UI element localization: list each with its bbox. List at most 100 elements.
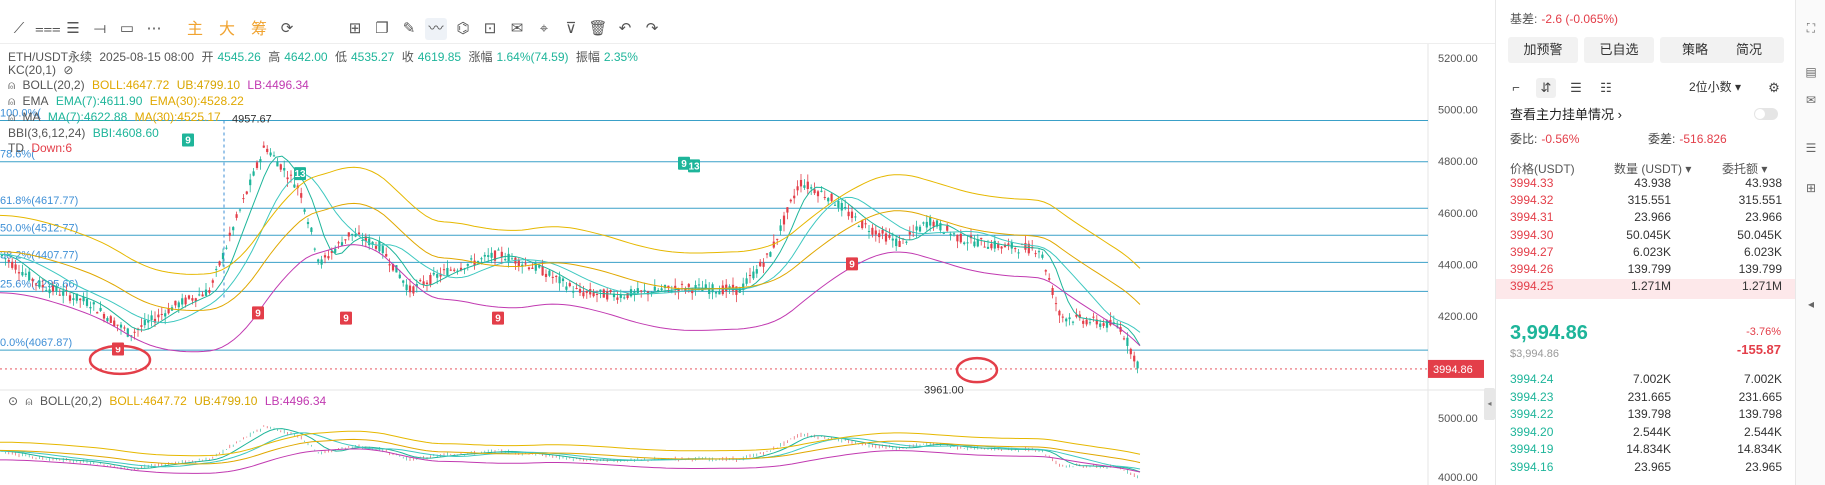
fib-label: 61.8%(4617.77) xyxy=(0,195,78,207)
bid-total: 7.002K xyxy=(1743,372,1782,386)
add-alert-button[interactable]: 加预警 xyxy=(1508,37,1578,63)
candle-body xyxy=(347,232,350,237)
brush-icon[interactable]: 〰 xyxy=(425,18,447,40)
sub-bell-icon[interactable]: ⍝ xyxy=(25,394,33,408)
col-total-header[interactable]: 委托额 ▾ xyxy=(1722,160,1767,177)
bid-row[interactable]: 3994.20 2.544K 2.544K xyxy=(1496,425,1796,445)
decimals-dropdown[interactable]: 2位小数 ▾ xyxy=(1689,78,1741,95)
eye-hidden-icon[interactable]: ⊘ xyxy=(63,63,74,77)
candle-body xyxy=(4,258,7,260)
candle-body xyxy=(215,268,218,270)
lock-icon[interactable]: ⊡ xyxy=(483,20,497,37)
bid-row[interactable]: 3994.24 7.002K 7.002K xyxy=(1496,372,1796,392)
measure-icon[interactable]: ⊞ xyxy=(348,20,362,37)
layout-icon[interactable]: ▤ xyxy=(1805,65,1817,79)
sub-boll-row[interactable]: ⊙ ⍝ BOLL(20,2) BOLL:4647.72 UB:4799.10 L… xyxy=(8,394,330,409)
expand-icon[interactable]: ◂ xyxy=(1807,297,1815,311)
trash-icon[interactable]: 🗑 xyxy=(588,20,608,37)
change-label: 涨幅 xyxy=(468,50,493,64)
candle-body xyxy=(704,284,707,290)
orderbook-bids-icon[interactable]: ☰ xyxy=(1570,80,1582,95)
boll-row[interactable]: ⍝ BOLL(20,2) BOLL:4647.72 UB:4799.10 LB:… xyxy=(8,78,313,93)
fullscreen-icon[interactable]: ⛶ xyxy=(1806,21,1816,35)
ask-row[interactable]: 3994.33 43.938 43.938 xyxy=(1496,176,1796,196)
candle-body xyxy=(565,286,568,290)
chart-area[interactable]: 100.0%(78.6%(61.8%(4617.77) 50.0%(4512.77… xyxy=(0,0,1495,485)
rectangle-icon[interactable]: ▭ xyxy=(119,20,135,37)
candle-body xyxy=(837,200,840,208)
candle-body xyxy=(1003,244,1007,248)
candle-body xyxy=(1099,323,1102,327)
candle-body xyxy=(813,189,816,194)
grid-icon[interactable]: ⊞ xyxy=(1805,181,1817,195)
indicator-tool-0[interactable]: 主 xyxy=(186,19,203,38)
note-icon[interactable]: ✉ xyxy=(510,20,524,37)
candlestick-chart[interactable]: 100.0%(78.6%(61.8%(4617.77) 50.0%(4512.77… xyxy=(0,0,1495,485)
indicator-tool-2[interactable]: 筹 xyxy=(250,19,267,38)
ask-total: 315.551 xyxy=(1738,193,1782,208)
candle-body xyxy=(769,252,772,257)
auto-chart-icon[interactable]: ⟳ xyxy=(280,20,294,37)
ask-row[interactable]: 3994.30 50.045K 50.045K xyxy=(1496,228,1796,248)
ask-row[interactable]: 3994.25 1.271M 1.271M xyxy=(1496,279,1796,300)
pencil-icon[interactable]: ✎ xyxy=(402,20,416,37)
candle-body xyxy=(85,298,89,306)
kc-row[interactable]: KC(20,1) ⊘ xyxy=(8,63,77,77)
list-icon[interactable]: ☰ xyxy=(1805,141,1817,155)
bid-row[interactable]: 3994.22 139.798 139.798 xyxy=(1496,407,1796,427)
basis-label: 基差: xyxy=(1510,12,1538,26)
magnet-icon[interactable]: ⌖ xyxy=(539,20,549,37)
candle-body xyxy=(96,312,99,314)
filter-icon[interactable]: ⊽ xyxy=(565,20,577,37)
bid-row[interactable]: 3994.19 14.834K 14.834K xyxy=(1496,442,1796,462)
candle-body xyxy=(932,221,935,227)
candle-body xyxy=(425,282,429,285)
pattern-icon[interactable]: ⌬ xyxy=(456,20,470,37)
col-price-header: 价格(USDT) xyxy=(1510,162,1575,176)
orderbook-mode-icon[interactable]: ⌐ xyxy=(1512,80,1520,95)
ask-row[interactable]: 3994.27 6.023K 6.023K xyxy=(1496,245,1796,265)
view-main-orders-link[interactable]: 查看主力挂单情况 › xyxy=(1510,104,1622,123)
candle-body xyxy=(385,254,388,257)
settings-icon[interactable]: ⚙ xyxy=(1768,80,1780,95)
ask-row[interactable]: 3994.32 315.551 315.551 xyxy=(1496,193,1796,213)
orderbook-asks-icon[interactable]: ☷ xyxy=(1600,80,1612,95)
ask-price: 3994.32 xyxy=(1510,193,1554,208)
candle-body xyxy=(157,314,160,318)
horizontal-lines-icon[interactable]: ⩶ xyxy=(35,20,61,37)
bid-row[interactable]: 3994.16 23.965 23.965 xyxy=(1496,460,1796,480)
orderbook-both-icon[interactable]: ⇵ xyxy=(1536,78,1556,98)
bell-icon[interactable]: ⍝ xyxy=(8,78,16,92)
col-qty-header[interactable]: 数量 (USDT) ▾ xyxy=(1614,160,1691,177)
candle-body xyxy=(844,206,847,209)
redo-icon[interactable]: ↷ xyxy=(645,20,659,37)
sub-indicator-line xyxy=(0,430,1141,457)
ma-row[interactable]: ⍝ MA MA(7):4622.88 MA(30):4525.17 xyxy=(8,110,225,125)
ask-row[interactable]: 3994.31 23.966 23.966 xyxy=(1496,210,1796,230)
watchlist-button[interactable]: 已自选 xyxy=(1584,37,1654,63)
candle-body xyxy=(34,283,38,285)
candle-body xyxy=(289,174,293,176)
ask-row[interactable]: 3994.26 139.799 139.799 xyxy=(1496,262,1796,282)
collapse-panel-handle[interactable]: ◂ xyxy=(1484,388,1495,420)
chat-icon[interactable]: ✉ xyxy=(1805,93,1817,107)
last-change-percent: -3.76% xyxy=(1746,326,1781,338)
ask-price: 3994.31 xyxy=(1510,210,1554,225)
overview-button[interactable]: 简况 xyxy=(1714,37,1784,63)
candle-body xyxy=(653,286,656,291)
main-orders-toggle[interactable] xyxy=(1754,108,1778,120)
parallel-lines-icon[interactable]: ☰ xyxy=(66,20,80,37)
bid-row[interactable]: 3994.23 231.665 231.665 xyxy=(1496,390,1796,410)
ema-bell-icon[interactable]: ⍝ xyxy=(8,94,16,108)
copy-icon[interactable]: ❐ xyxy=(375,20,389,37)
ma-bell-icon[interactable]: ⍝ xyxy=(8,110,16,124)
trend-line-icon[interactable]: ⟋ xyxy=(13,20,25,37)
more-icon[interactable]: ⋯ xyxy=(146,20,162,37)
candle-body xyxy=(41,284,44,288)
candle-body xyxy=(470,258,473,260)
ray-line-icon[interactable]: ⟞ xyxy=(93,20,107,37)
undo-icon[interactable]: ↶ xyxy=(618,20,632,37)
indicator-tool-1[interactable]: 大 xyxy=(218,19,235,38)
ema-row[interactable]: ⍝ EMA EMA(7):4611.90 EMA(30):4528.22 xyxy=(8,94,248,109)
sub-settings-icon[interactable]: ⊙ xyxy=(8,394,19,408)
